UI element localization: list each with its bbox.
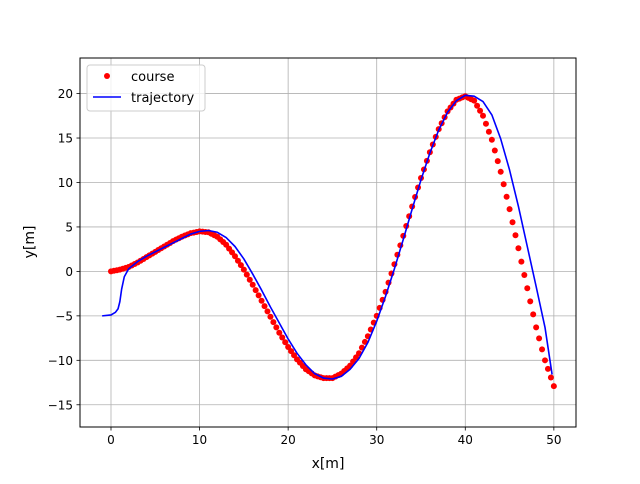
course-point bbox=[246, 276, 253, 283]
course-point bbox=[276, 329, 283, 336]
x-tick-label: 10 bbox=[192, 433, 207, 447]
legend: course trajectory bbox=[86, 64, 206, 112]
course-point bbox=[288, 348, 295, 355]
course-point bbox=[482, 120, 489, 127]
course-point bbox=[237, 262, 244, 269]
course-point bbox=[353, 354, 360, 361]
course-point bbox=[361, 338, 368, 345]
data-series bbox=[102, 93, 557, 390]
course-point bbox=[480, 112, 486, 119]
course-point bbox=[491, 147, 498, 154]
course-point bbox=[273, 324, 280, 331]
y-tick-label: 10 bbox=[58, 176, 73, 190]
course-point bbox=[542, 357, 548, 364]
course-point bbox=[234, 257, 241, 264]
course-point bbox=[550, 383, 557, 390]
course-point bbox=[285, 343, 292, 350]
legend-course-marker bbox=[104, 73, 110, 79]
course-point bbox=[503, 193, 510, 200]
course-point bbox=[524, 285, 531, 292]
course-point bbox=[509, 219, 516, 226]
legend-trajectory-label: trajectory bbox=[131, 91, 195, 106]
y-tick-label: −10 bbox=[48, 354, 73, 368]
course-point bbox=[471, 97, 478, 104]
course-point bbox=[291, 352, 298, 359]
course-point bbox=[530, 311, 537, 318]
course-point bbox=[497, 168, 504, 175]
x-tick-label: 0 bbox=[107, 433, 115, 447]
legend-box bbox=[86, 64, 206, 112]
x-axis-label: x[m] bbox=[312, 456, 345, 472]
course-point bbox=[544, 365, 551, 372]
course-point bbox=[252, 287, 259, 294]
plot-frame bbox=[79, 57, 577, 428]
course-point bbox=[494, 158, 501, 165]
course-point bbox=[539, 346, 546, 353]
course-point bbox=[506, 206, 513, 213]
trajectory-line bbox=[102, 94, 553, 380]
course-point bbox=[261, 303, 268, 310]
y-axis-label: y[m] bbox=[22, 226, 38, 259]
y-tick-label: 5 bbox=[65, 220, 73, 234]
x-tick-label: 50 bbox=[546, 433, 561, 447]
course-point bbox=[518, 258, 525, 265]
y-tick-label: −15 bbox=[48, 398, 73, 412]
course-point bbox=[249, 281, 256, 288]
course-point bbox=[536, 335, 543, 342]
x-tick-label: 40 bbox=[458, 433, 473, 447]
y-tick-label: 20 bbox=[58, 87, 73, 101]
legend-course-label: course bbox=[131, 70, 174, 85]
course-point bbox=[258, 297, 265, 304]
grid-lines bbox=[80, 58, 576, 427]
axis-ticks: 0 10 20 30 40 50 −15 −10 −5 0 5 10 15 20 bbox=[48, 87, 562, 447]
course-point bbox=[488, 136, 495, 143]
y-tick-label: 0 bbox=[65, 265, 73, 279]
course-point bbox=[232, 253, 238, 260]
x-tick-label: 30 bbox=[369, 433, 384, 447]
course-point bbox=[255, 292, 262, 299]
y-tick-label: −5 bbox=[55, 309, 73, 323]
course-point bbox=[500, 181, 507, 188]
course-point bbox=[240, 266, 247, 273]
course-point bbox=[485, 128, 492, 135]
course-point bbox=[264, 308, 271, 315]
course-point bbox=[527, 298, 534, 305]
x-tick-label: 20 bbox=[281, 433, 296, 447]
course-point bbox=[515, 245, 522, 252]
course-point bbox=[547, 374, 554, 381]
course-point bbox=[243, 271, 250, 278]
course-point bbox=[533, 324, 540, 331]
course-point bbox=[270, 319, 277, 326]
course-point bbox=[267, 313, 274, 320]
course-point bbox=[282, 339, 289, 346]
course-point bbox=[477, 107, 484, 114]
course-point bbox=[512, 232, 519, 239]
course-point bbox=[279, 334, 286, 341]
course-point bbox=[521, 271, 528, 278]
y-tick-label: 15 bbox=[58, 132, 73, 146]
course-point bbox=[474, 102, 481, 109]
